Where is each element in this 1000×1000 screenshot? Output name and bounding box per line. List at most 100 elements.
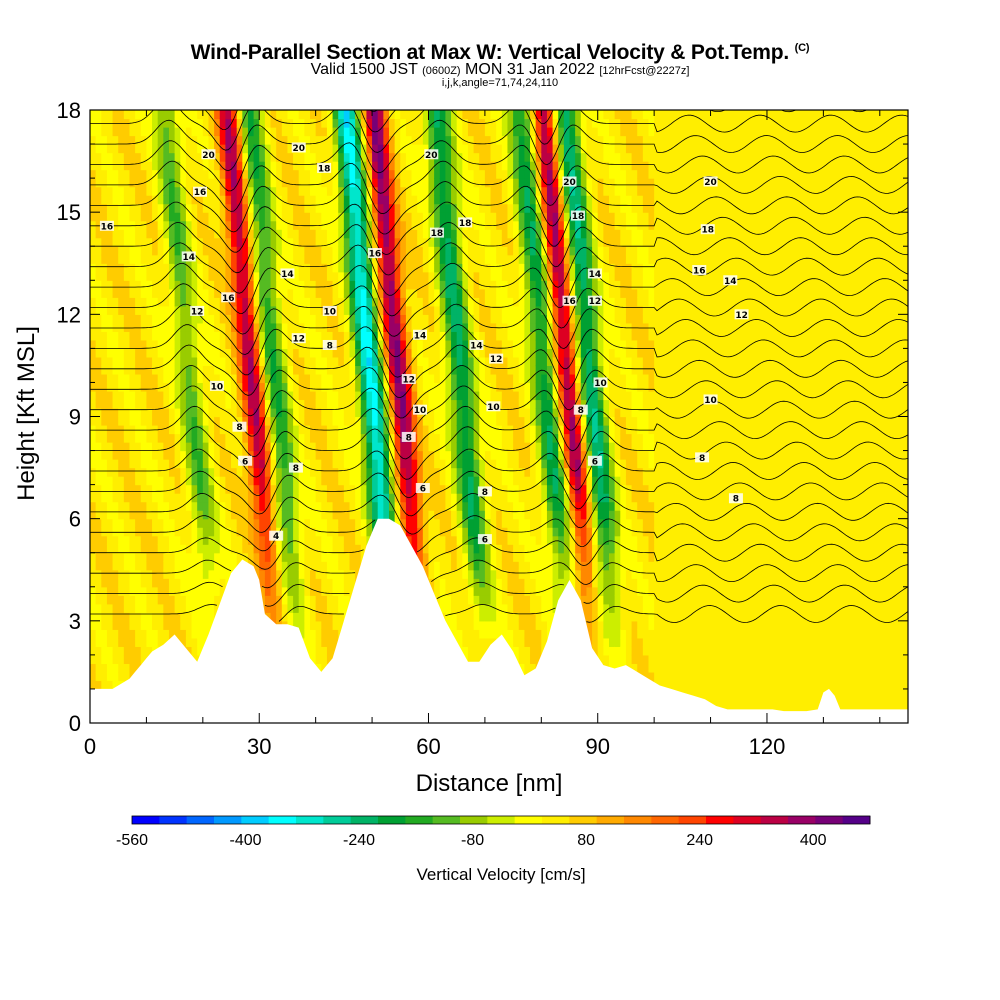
velocity-cell — [405, 365, 413, 375]
velocity-cell — [247, 442, 255, 452]
velocity-cell — [259, 195, 266, 205]
velocity-cell — [242, 237, 249, 247]
velocity-cell — [456, 416, 463, 426]
velocity-cell — [242, 552, 249, 562]
velocity-cell — [467, 152, 475, 162]
velocity-cell — [321, 348, 328, 358]
velocity-cell — [338, 288, 345, 298]
velocity-cell — [118, 373, 125, 384]
velocity-cell — [118, 246, 125, 256]
velocity-cell — [332, 152, 339, 162]
velocity-cell — [152, 407, 159, 418]
velocity-cell — [355, 288, 362, 298]
velocity-cell — [112, 680, 119, 690]
velocity-cell — [439, 425, 447, 435]
velocity-cell — [304, 356, 311, 367]
velocity-cell — [326, 552, 334, 562]
velocity-cell — [180, 620, 187, 630]
velocity-cell — [95, 229, 102, 239]
velocity-cell — [242, 484, 249, 494]
velocity-cell — [338, 373, 345, 384]
velocity-cell — [451, 603, 458, 613]
velocity-cell — [439, 186, 447, 196]
velocity-cell — [310, 263, 317, 273]
velocity-cell — [349, 186, 356, 196]
velocity-cell — [259, 288, 266, 298]
velocity-cell — [101, 237, 108, 247]
velocity-cell — [118, 416, 125, 426]
velocity-cell — [197, 603, 204, 613]
velocity-cell — [264, 518, 272, 528]
velocity-cell — [388, 314, 396, 324]
velocity-cell — [174, 365, 181, 375]
velocity-cell — [372, 390, 379, 401]
velocity-cell — [106, 229, 114, 239]
velocity-cell — [118, 518, 125, 528]
velocity-cell — [118, 110, 125, 120]
velocity-cell — [157, 433, 164, 443]
velocity-cell — [264, 552, 272, 562]
velocity-cell — [140, 263, 148, 273]
velocity-cell — [112, 169, 119, 179]
velocity-cell — [400, 356, 407, 367]
velocity-cell — [349, 127, 356, 137]
velocity-cell — [157, 118, 164, 128]
velocity-cell — [473, 144, 480, 154]
velocity-cell — [208, 561, 215, 571]
velocity-cell — [434, 416, 441, 426]
velocity-cell — [163, 356, 170, 367]
velocity-cell — [157, 586, 164, 596]
velocity-cell — [129, 127, 136, 137]
velocity-cell — [180, 527, 187, 537]
velocity-cell — [428, 271, 435, 281]
velocity-cell — [338, 110, 345, 120]
velocity-cell — [321, 535, 328, 545]
velocity-cell — [174, 203, 181, 213]
velocity-cell — [326, 544, 334, 554]
velocity-cell — [185, 280, 193, 290]
velocity-cell — [140, 544, 148, 554]
velocity-cell — [236, 246, 243, 256]
velocity-cell — [360, 135, 368, 145]
velocity-cell — [377, 373, 384, 384]
velocity-cell — [338, 297, 345, 307]
velocity-cell — [298, 322, 305, 332]
velocity-cell — [185, 569, 193, 579]
velocity-cell — [326, 637, 334, 647]
velocity-cell — [304, 339, 311, 349]
velocity-cell — [332, 544, 339, 554]
velocity-cell — [174, 331, 181, 341]
velocity-cell — [197, 390, 204, 401]
velocity-cell — [360, 493, 368, 503]
velocity-cell — [326, 586, 334, 596]
velocity-cell — [152, 603, 159, 613]
velocity-cell — [456, 442, 463, 452]
velocity-cell — [231, 127, 238, 137]
velocity-cell — [163, 195, 170, 205]
velocity-cell — [140, 229, 148, 239]
velocity-cell — [202, 544, 210, 554]
velocity-cell — [332, 450, 339, 460]
velocity-cell — [185, 450, 193, 460]
velocity-cell — [163, 612, 170, 622]
velocity-cell — [231, 254, 238, 264]
velocity-cell — [106, 603, 114, 613]
velocity-cell — [321, 510, 328, 520]
velocity-cell — [112, 518, 119, 528]
velocity-cell — [191, 535, 198, 545]
velocity-cell — [135, 603, 142, 613]
velocity-cell — [332, 348, 339, 358]
velocity-cell — [90, 535, 97, 545]
velocity-cell — [310, 297, 317, 307]
velocity-cell — [366, 365, 373, 375]
velocity-cell — [467, 603, 475, 613]
velocity-cell — [287, 152, 294, 162]
velocity-cell — [310, 203, 317, 213]
velocity-cell — [338, 467, 345, 477]
velocity-cell — [422, 186, 430, 196]
chart-title-block: Wind-Parallel Section at Max W: Vertical… — [0, 36, 1000, 89]
velocity-cell — [315, 603, 322, 613]
velocity-cell — [326, 144, 334, 154]
velocity-cell — [467, 331, 475, 341]
velocity-cell — [236, 476, 243, 486]
